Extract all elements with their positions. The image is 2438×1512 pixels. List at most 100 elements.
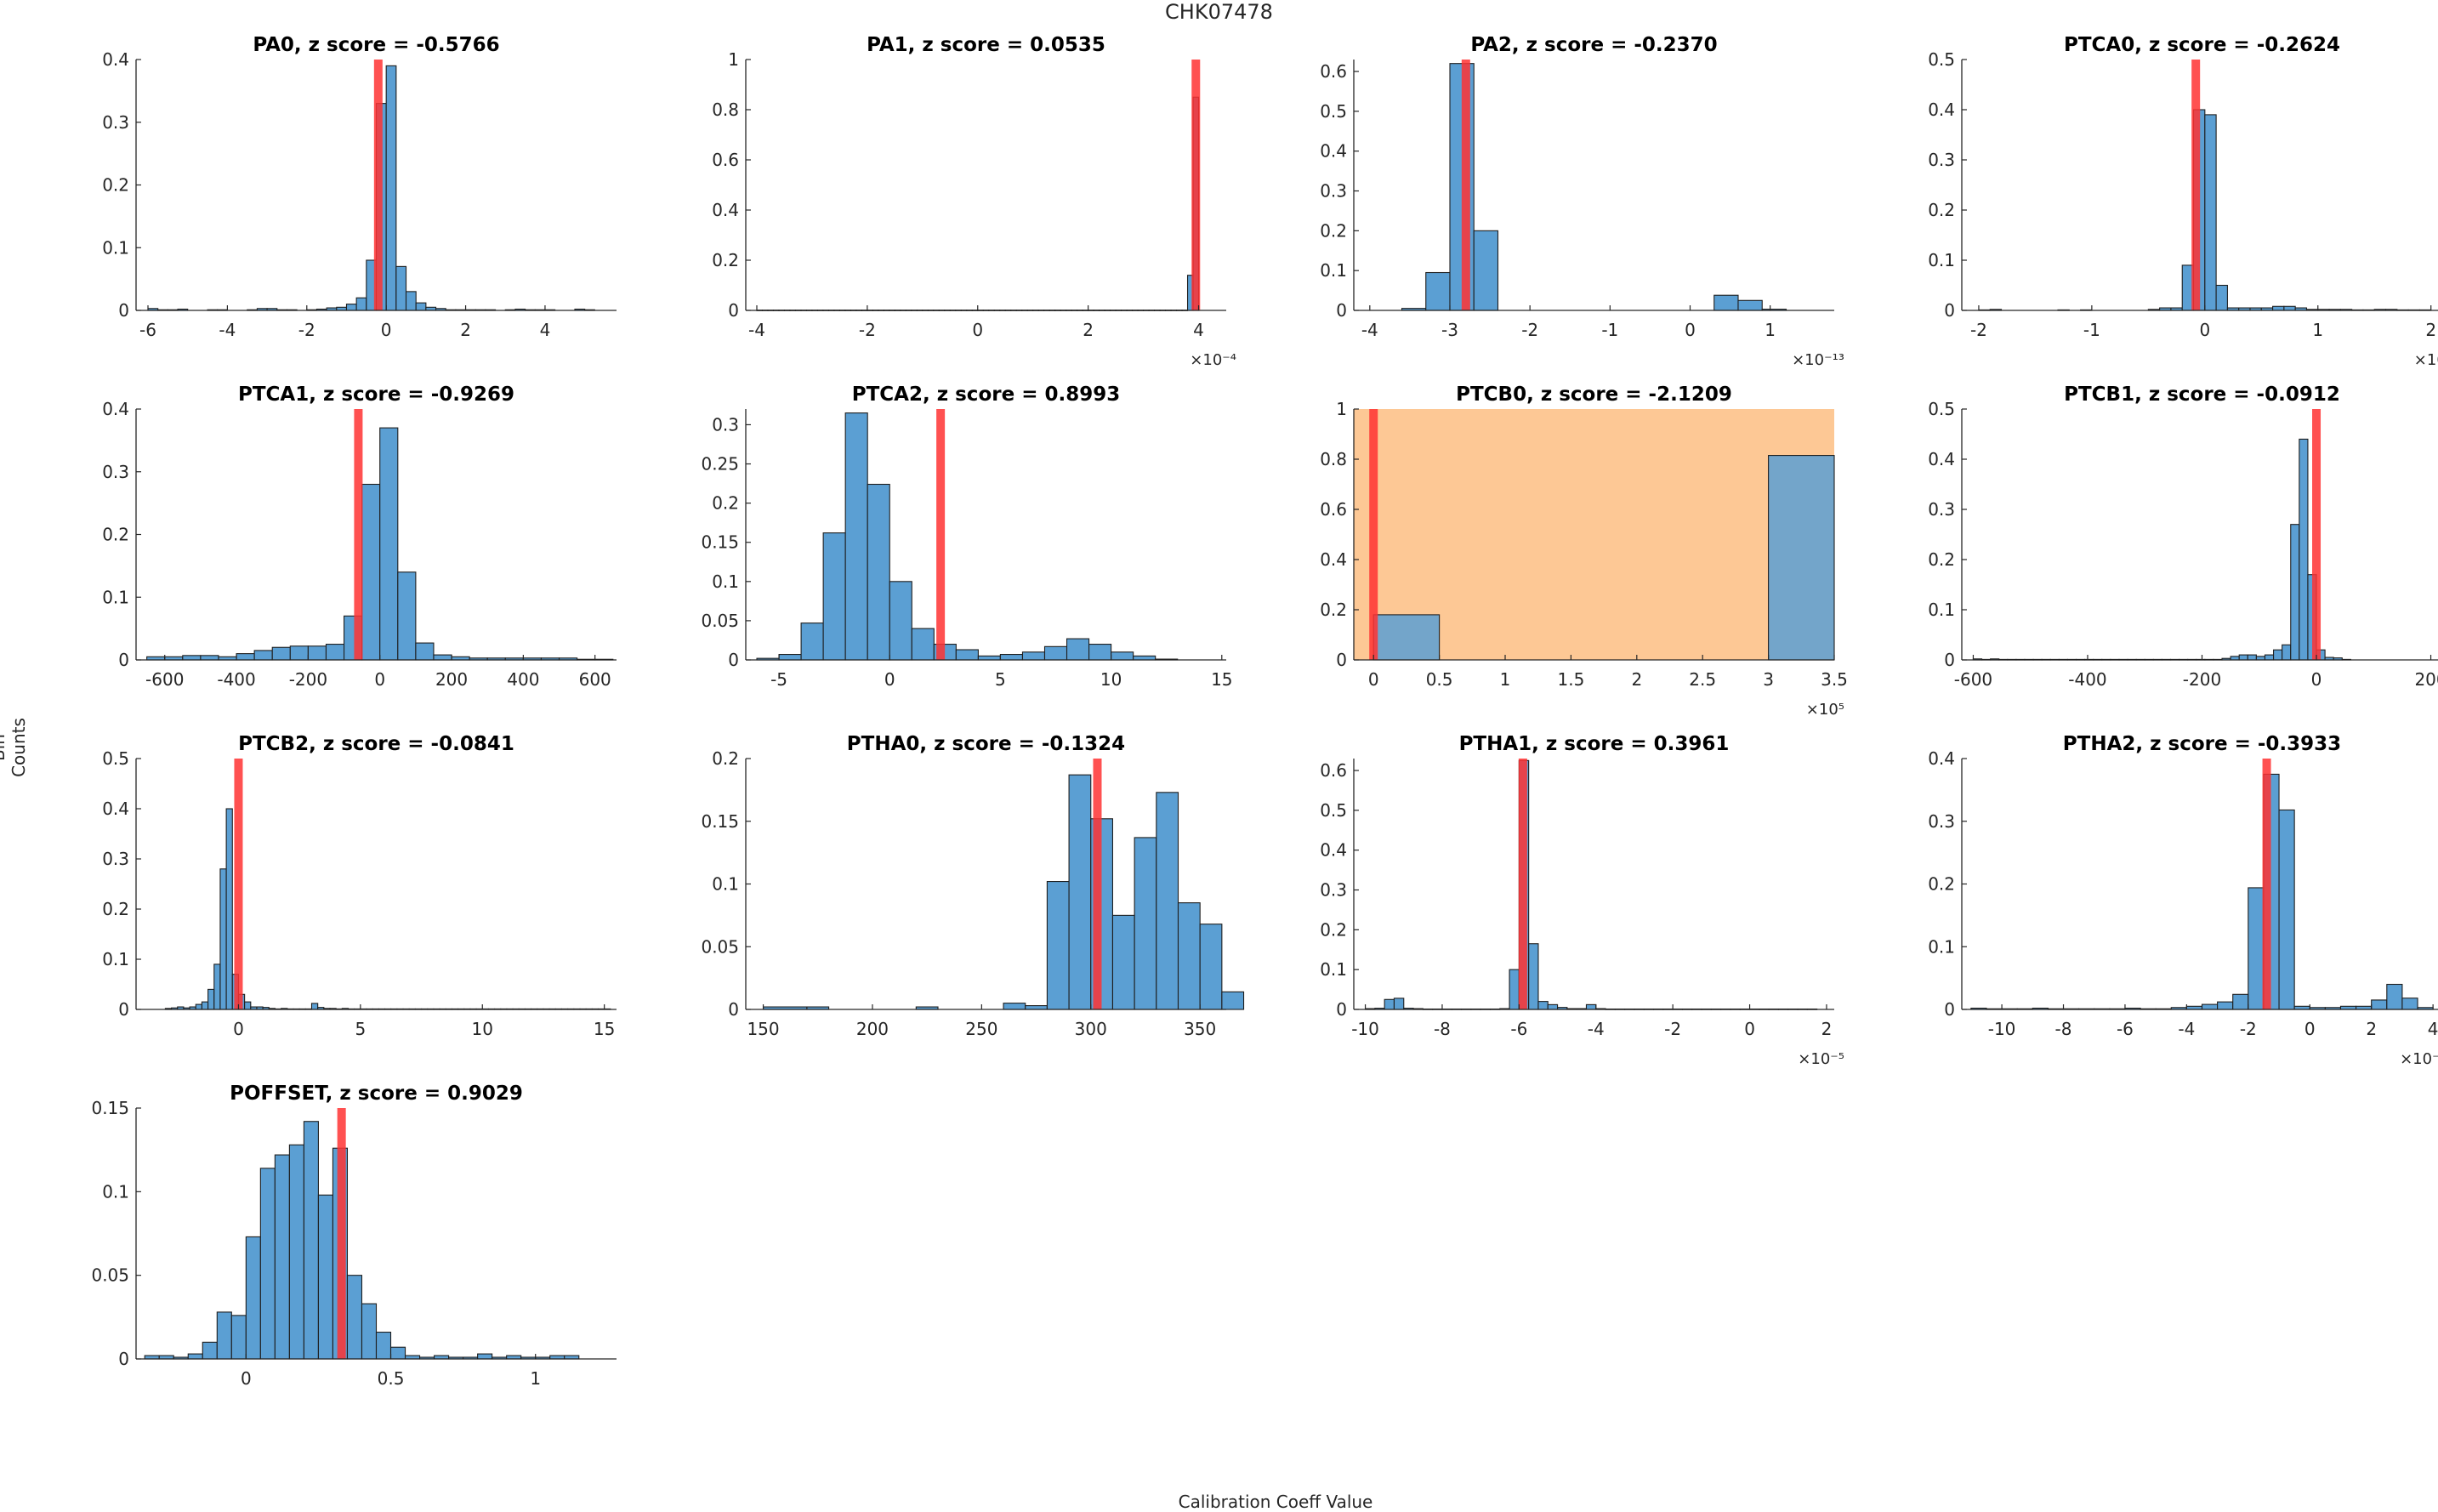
histogram-bar: [1221, 991, 1245, 1010]
histogram-bar: [1768, 455, 1835, 661]
y-tick-label: 0.4: [1928, 748, 1955, 769]
histogram-bar: [1068, 774, 1092, 1010]
subplot-title: PA1, z score = 0.0535: [867, 34, 1105, 56]
x-tick-label: 0.5: [1426, 669, 1453, 690]
y-tick-label: 0: [118, 650, 129, 670]
histogram-bar: [201, 1001, 209, 1010]
y-tick-label: 0.1: [1928, 250, 1955, 270]
x-tick-label: 15: [1211, 669, 1232, 690]
x-scale-exponent: ×10⁻⁵: [1798, 1050, 1844, 1068]
x-tick-label: 0: [1744, 1019, 1755, 1039]
subplot-11: 0 0.1 0.2 0.3 0.4 0.5 0.6 -10 -8 -6 -4 -2 0 2 ×10⁻⁵ PTH…: [1320, 733, 1844, 1068]
histogram-bar: [2232, 993, 2249, 1010]
x-tick-label: 4: [540, 320, 551, 340]
x-tick-label: 0: [1368, 669, 1379, 690]
histogram-bar: [1372, 614, 1441, 661]
y-tick-label: 0: [118, 999, 129, 1020]
y-tick-label: 0.3: [102, 112, 129, 133]
subplot-5: 0 0.1 0.2 0.3 0.4 -600 -400 -200 0 200 400 600 PTCA1…: [102, 384, 617, 690]
subplot-12: 0 0.1 0.2 0.3 0.4 -10 -8 -6 -4 -2 0 2 4 ×10⁻¹² PTHA2, …: [1928, 733, 2438, 1068]
x-tick-label: -10: [1351, 1019, 1379, 1039]
histogram-bar: [2217, 1001, 2234, 1010]
histogram-bar: [379, 427, 399, 661]
coefficient-marker: [936, 409, 946, 660]
x-tick-label: 3.5: [1821, 669, 1848, 690]
histogram-bar: [289, 645, 309, 661]
x-tick-label: -3: [1441, 320, 1458, 340]
histogram-bar: [202, 1341, 218, 1360]
x-tick-label: 1: [2312, 320, 2323, 340]
x-tick-label: 200: [856, 1019, 889, 1039]
x-tick-label: -6: [2117, 1019, 2134, 1039]
histogram-bar: [2238, 654, 2248, 661]
histogram-bar: [361, 483, 381, 661]
subplot-1: 0 0.1 0.2 0.3 0.4 -6 -4 -2 0 2 4 PA0, z score = -0.…: [102, 34, 617, 340]
x-tick-label: 4: [1193, 320, 1204, 340]
histogram-bar: [477, 1353, 493, 1360]
x-tick-label: 350: [1184, 1019, 1216, 1039]
y-tick-label: 0.3: [712, 414, 739, 435]
y-tick-label: 0.25: [701, 454, 739, 475]
histogram-bar: [2371, 999, 2388, 1010]
x-tick-label: -1: [2083, 320, 2100, 340]
histogram-bar: [433, 654, 452, 661]
histogram-bar: [2264, 654, 2275, 661]
histogram-bar: [2201, 1003, 2219, 1010]
x-axis-label: Calibration Coeff Value: [1178, 1492, 1373, 1512]
y-tick-label: 0.4: [1928, 99, 1955, 120]
coefficient-marker: [354, 409, 363, 660]
y-tick-label: 0.1: [1320, 260, 1347, 281]
y-tick-label: 0.1: [102, 1181, 129, 1202]
y-tick-label: 0.4: [102, 399, 129, 419]
y-tick-label: 0.2: [102, 175, 129, 196]
histogram-bar: [355, 297, 367, 311]
subplot-title: PA0, z score = -0.5766: [253, 34, 499, 56]
histogram-bar: [867, 483, 890, 661]
subplot-title: PA2, z score = -0.2370: [1470, 34, 1717, 56]
y-tick-label: 0.2: [712, 250, 739, 270]
x-tick-label: 0: [381, 320, 392, 340]
histogram-bar: [2386, 983, 2403, 1010]
y-tick-label: 0.5: [1928, 49, 1955, 70]
x-tick-label: -2: [1664, 1019, 1681, 1039]
y-tick-label: 0.5: [102, 748, 129, 769]
x-tick-label: -400: [217, 669, 255, 690]
y-tick-label: 0: [1336, 300, 1347, 321]
x-tick-label: 1: [1500, 669, 1511, 690]
y-tick-label: 0: [1944, 300, 1955, 321]
y-tick-label: 0.8: [1320, 449, 1347, 469]
subplot-title: PTCB1, z score = -0.0912: [2064, 384, 2340, 406]
histogram-bar: [2248, 887, 2265, 1010]
histogram-bar: [1547, 1003, 1559, 1010]
subplot-2: 0 0.2 0.4 0.6 0.8 1 -4 -2 0 2 4 ×10⁻⁴ PA1, z score =…: [712, 34, 1236, 369]
histogram-bar: [1537, 1001, 1549, 1010]
coefficient-marker: [373, 60, 383, 310]
x-tick-label: 2: [2425, 320, 2436, 340]
histogram-bar: [1473, 230, 1499, 311]
histogram-bar: [213, 963, 221, 1010]
histogram-bar: [225, 808, 233, 1010]
coefficient-marker: [2262, 759, 2271, 1009]
histogram-bar: [244, 1001, 252, 1010]
x-tick-label: -6: [1510, 1019, 1527, 1039]
histogram-bar: [1088, 644, 1112, 661]
x-tick-label: 1.5: [1558, 669, 1585, 690]
histogram-bar: [288, 1144, 304, 1360]
histogram-bar: [911, 628, 935, 661]
x-tick-label: 2.5: [1689, 669, 1716, 690]
x-tick-label: 600: [579, 669, 611, 690]
y-tick-label: 1: [728, 49, 739, 70]
x-tick-label: -4: [1361, 320, 1378, 340]
histogram-bar: [2299, 438, 2309, 661]
coefficient-marker: [1191, 60, 1201, 310]
histogram-bar: [2273, 649, 2283, 661]
x-tick-label: 10: [472, 1019, 493, 1039]
x-tick-label: 0: [972, 320, 983, 340]
subplot-13: 0 0.05 0.1 0.15 0 0.5 1 POFFSET, z score = 0.90…: [91, 1083, 617, 1389]
x-tick-label: 10: [1100, 669, 1122, 690]
y-tick-label: 0.15: [91, 1098, 129, 1118]
histogram-bar: [1713, 294, 1739, 311]
histogram-bar: [307, 645, 327, 661]
histogram-bar: [375, 1331, 392, 1360]
x-tick-label: 200: [435, 669, 468, 690]
